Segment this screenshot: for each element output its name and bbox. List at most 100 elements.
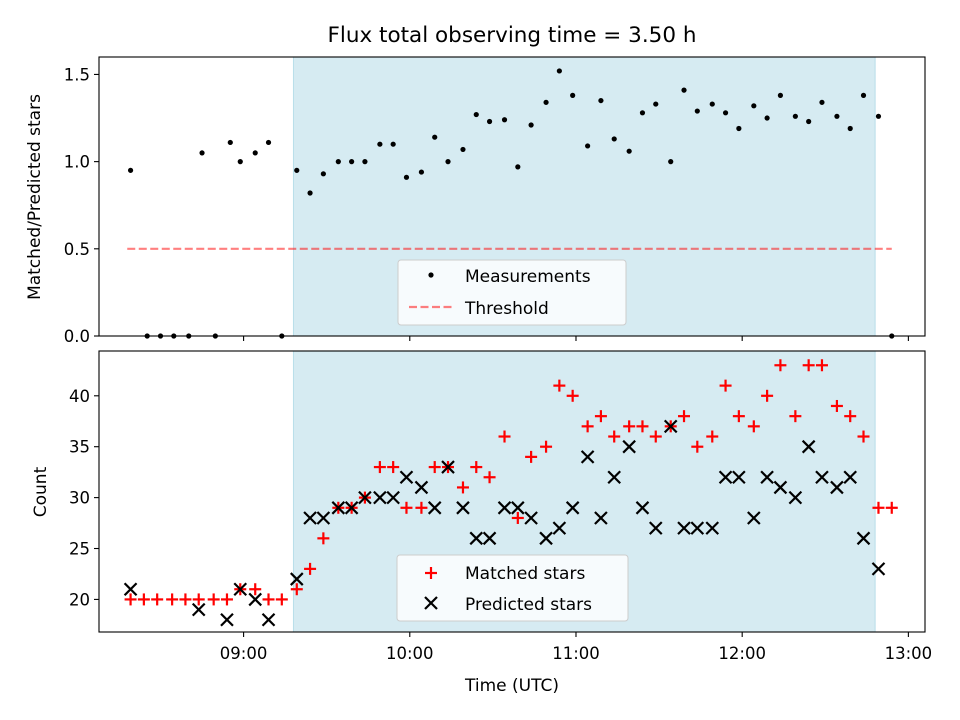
predicted-x-b <box>191 602 206 617</box>
measurement-point <box>847 125 853 132</box>
measurement-point <box>598 97 604 104</box>
measurement-point <box>237 159 243 165</box>
measurement-point <box>445 159 451 165</box>
matched-star-point <box>387 461 400 474</box>
measurement-point <box>515 164 521 170</box>
matched-star-point <box>249 583 262 596</box>
predicted-star-point <box>482 531 497 546</box>
bottom-y-tick-label: 25 <box>69 540 90 559</box>
measurement-point <box>681 87 687 93</box>
matched-star-point <box>857 430 870 443</box>
predicted-star-point <box>594 511 608 525</box>
predicted-x-b <box>635 501 650 515</box>
predicted-x-b <box>677 521 691 535</box>
predicted-x-b <box>511 501 525 515</box>
predicted-x-b <box>399 470 414 485</box>
measurement-point <box>722 110 729 116</box>
predicted-star-point <box>344 501 359 515</box>
matched-star-point <box>483 471 496 484</box>
matched-star-point <box>594 410 607 423</box>
predicted-x-b <box>358 490 372 505</box>
predicted-x-b <box>788 490 803 505</box>
predicted-x-b <box>594 511 608 525</box>
matched-star-point <box>166 593 179 606</box>
predicted-x-b <box>815 470 829 485</box>
bottom-legend: Matched stars Predicted stars <box>396 554 629 622</box>
predicted-x-b <box>482 531 497 546</box>
measurement-point <box>570 92 576 98</box>
predicted-x-b <box>427 501 442 515</box>
matched-star-point <box>789 410 802 423</box>
predicted-star-point <box>414 480 429 495</box>
predicted-x-b <box>123 582 138 597</box>
matched-star-point <box>415 501 428 514</box>
predicted-star-point <box>552 521 567 535</box>
x-axis-label: Time (UTC) <box>464 676 559 696</box>
matched-star-point <box>290 583 303 596</box>
measurement-point <box>611 136 617 142</box>
predicted-star-point <box>220 613 234 627</box>
measurement-point <box>834 113 840 119</box>
top-axes-frame <box>98 56 926 337</box>
measurement-point <box>349 159 355 165</box>
measurement-point <box>543 99 549 105</box>
predicted-star-point <box>386 490 400 505</box>
measurement-point <box>764 115 770 121</box>
matched-star-point <box>885 501 898 514</box>
top-legend-box <box>397 259 627 326</box>
predicted-star-point <box>358 490 372 505</box>
matched-star-point <box>815 359 828 372</box>
predicted-star-point <box>469 531 484 546</box>
matched-star-point <box>732 410 745 423</box>
legend-predicted-label: Predicted stars <box>465 595 592 615</box>
predicted-star-point <box>690 521 705 535</box>
bottom-y-tick-label: 30 <box>69 489 90 508</box>
measurement-point <box>792 113 798 119</box>
predicted-star-point <box>747 511 761 525</box>
predicted-x-b <box>648 521 663 535</box>
predicted-star-point <box>843 470 857 485</box>
matched-star-point <box>581 420 594 433</box>
matched-star-point <box>649 430 662 443</box>
predicted-x-b <box>303 511 317 525</box>
bottom-axes-frame <box>98 350 926 633</box>
predicted-star-point <box>511 501 525 515</box>
measurement-point <box>501 117 508 123</box>
matched-star-point <box>179 593 192 606</box>
legend-measurements-label: Measurements <box>465 267 591 287</box>
predicted-star-point <box>788 490 803 505</box>
predicted-star-point <box>191 602 206 617</box>
matched-star-point <box>373 461 386 474</box>
matched-star-point <box>192 593 205 606</box>
bottom-legend-box <box>396 554 629 622</box>
predicted-x-b <box>871 562 886 576</box>
matched-star-point <box>400 501 413 514</box>
measurement-point <box>806 118 812 125</box>
predicted-x-b <box>830 480 844 495</box>
measurement-point <box>362 159 368 165</box>
predicted-x-b <box>373 490 387 505</box>
legend-matched-label: Matched stars <box>465 564 585 584</box>
predicted-star-point <box>123 582 138 597</box>
measurement-point <box>736 125 742 132</box>
bottom-y-tick-label: 20 <box>69 590 90 609</box>
chart-title: Flux total observing time = 3.50 h <box>328 23 697 48</box>
top-y-tick-label: 1.5 <box>64 65 90 84</box>
predicted-star-point <box>580 450 595 464</box>
predicted-x-b <box>718 470 733 485</box>
predicted-star-point <box>830 480 844 495</box>
predicted-x-b <box>414 480 429 495</box>
measurement-point <box>751 103 757 109</box>
measurement-point <box>403 174 410 180</box>
predicted-star-point <box>427 501 442 515</box>
matched-star-point <box>678 410 691 423</box>
measurement-point <box>819 99 825 105</box>
measurement-point <box>335 159 341 165</box>
predicted-star-point <box>565 501 580 515</box>
predicted-star-point <box>635 501 650 515</box>
x-tick-label: 11:00 <box>552 644 600 663</box>
predicted-star-point <box>760 470 774 485</box>
matched-star-point <box>275 593 288 606</box>
predicted-star-point <box>233 582 248 597</box>
